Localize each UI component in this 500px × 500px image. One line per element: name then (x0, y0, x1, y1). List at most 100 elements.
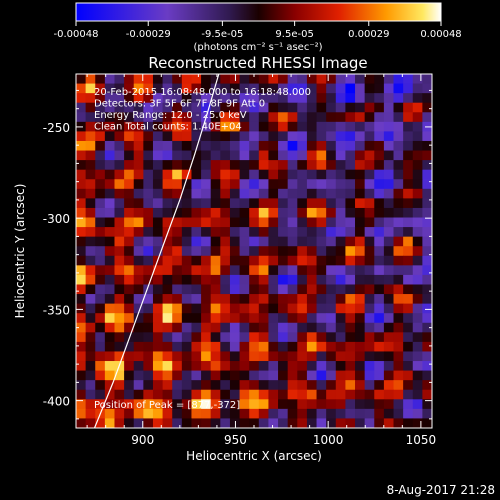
heatmap-cell (220, 332, 231, 343)
heatmap-cell (335, 303, 346, 314)
heatmap-cell (278, 332, 289, 343)
heatmap-cell (258, 265, 269, 276)
heatmap-cell (383, 332, 394, 343)
heatmap-cell (345, 169, 356, 180)
heatmap-cell (95, 198, 106, 209)
heatmap-cell (355, 294, 366, 305)
heatmap-cell (133, 169, 144, 180)
heatmap-cell (104, 265, 115, 276)
heatmap-cell (133, 322, 144, 333)
heatmap-cell (278, 265, 289, 276)
heatmap-cell (403, 341, 414, 352)
heatmap-cell (133, 341, 144, 352)
heatmap-cell (104, 217, 115, 228)
heatmap-cell (201, 418, 212, 429)
heatmap-cell (403, 399, 414, 410)
heatmap-cell (268, 399, 279, 410)
heatmap-cell (306, 313, 317, 324)
heatmap-cell (172, 217, 183, 228)
heatmap-cell (287, 265, 298, 276)
heatmap-cell (297, 188, 308, 199)
heatmap-cell (326, 351, 337, 362)
heatmap-cell (191, 351, 202, 362)
heatmap-cell (364, 74, 375, 84)
heatmap-cell (258, 418, 269, 429)
y-tick-label: -400 (43, 395, 70, 409)
heatmap-cell (393, 246, 404, 257)
heatmap-cell (114, 303, 125, 314)
heatmap-cell (249, 274, 260, 285)
heatmap-cell (249, 83, 260, 94)
heatmap-cell (114, 294, 125, 305)
heatmap-cell (249, 169, 260, 180)
heatmap-cell (114, 418, 125, 429)
heatmap-cell (220, 227, 231, 238)
heatmap-cell (287, 179, 298, 190)
heatmap-cell (258, 399, 269, 410)
heatmap-cell (133, 389, 144, 400)
heatmap-cell (412, 140, 423, 151)
heatmap-cell (374, 246, 385, 257)
heatmap-cell (364, 140, 375, 151)
heatmap-cell (239, 169, 250, 180)
heatmap-cell (114, 399, 125, 410)
info-annotation-line: Energy Range: 12.0 - 25.0 keV (94, 110, 247, 121)
heatmap-cell (412, 74, 423, 84)
heatmap-cell (143, 351, 154, 362)
heatmap-cell (104, 294, 115, 305)
heatmap-cell (162, 255, 173, 266)
heatmap-cell (287, 418, 298, 429)
heatmap-cell (316, 198, 327, 209)
heatmap-cell (326, 341, 337, 352)
heatmap-cell (95, 169, 106, 180)
heatmap-cell (258, 131, 269, 142)
heatmap-cell (152, 188, 163, 199)
heatmap-cell (143, 236, 154, 247)
heatmap-cell (345, 265, 356, 276)
heatmap-cell (210, 313, 221, 324)
heatmap-cell (239, 112, 250, 123)
heatmap-cell (114, 131, 125, 142)
heatmap-cell (335, 160, 346, 171)
heatmap-cell (181, 380, 192, 391)
heatmap-cell (287, 303, 298, 314)
heatmap-cell (95, 150, 106, 161)
heatmap-cell (143, 399, 154, 410)
heatmap-cell (393, 112, 404, 123)
heatmap-cell (191, 160, 202, 171)
heatmap-cell (316, 121, 327, 132)
heatmap-cell (316, 112, 327, 123)
heatmap-cell (355, 150, 366, 161)
heatmap-cell (287, 341, 298, 352)
heatmap-cell (191, 227, 202, 238)
heatmap-cell (85, 341, 96, 352)
heatmap-cell (268, 160, 279, 171)
heatmap-cell (268, 121, 279, 132)
heatmap-cell (383, 341, 394, 352)
heatmap-cell (355, 188, 366, 199)
heatmap-cell (258, 140, 269, 151)
heatmap-cell (239, 408, 250, 419)
heatmap-cell (412, 380, 423, 391)
heatmap-cell (210, 361, 221, 371)
heatmap-cell (374, 313, 385, 324)
heatmap-cell (268, 188, 279, 199)
heatmap-cell (210, 236, 221, 247)
heatmap-cell (104, 169, 115, 180)
heatmap-cell (345, 160, 356, 171)
heatmap-cell (393, 93, 404, 104)
heatmap-cell (393, 227, 404, 238)
heatmap-cell (114, 74, 125, 84)
heatmap-cell (306, 131, 317, 142)
heatmap-cell (268, 93, 279, 104)
heatmap-cell (181, 179, 192, 190)
heatmap-cell (172, 227, 183, 238)
heatmap-cell (306, 370, 317, 381)
heatmap-cell (162, 418, 173, 429)
heatmap-cell (403, 361, 414, 371)
x-axis: 900 950 1000 1050 (86, 74, 436, 447)
heatmap-cell (76, 188, 87, 199)
heatmap-cell (85, 370, 96, 381)
heatmap-cell (364, 121, 375, 132)
heatmap-cell (297, 361, 308, 371)
